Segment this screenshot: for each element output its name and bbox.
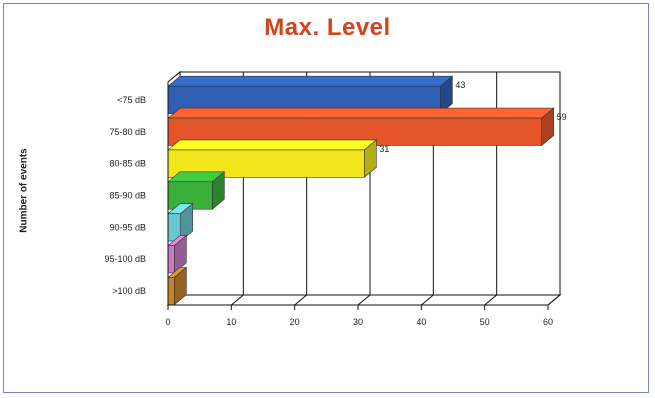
x-tick-label: 0 — [165, 317, 170, 327]
bar-top-face — [167, 75, 454, 87]
chart-title: Max. Level — [264, 14, 391, 41]
category-label: 90-95 dB — [109, 222, 146, 232]
x-tick-label: 30 — [353, 317, 363, 327]
x-tick-label: 50 — [480, 317, 490, 327]
bar — [167, 245, 175, 274]
floor-gridline — [484, 294, 497, 306]
bar-top-face — [167, 139, 378, 151]
category-label: <75 dB — [117, 95, 146, 105]
floor-gridline — [547, 294, 561, 306]
category-label: 75-80 dB — [109, 127, 146, 137]
data-label: 31 — [379, 144, 389, 154]
category-label: >100 dB — [112, 286, 146, 296]
bar-top-face — [167, 107, 555, 119]
floor-gridline — [421, 294, 434, 306]
category-label: 85-90 dB — [109, 191, 146, 201]
x-tick-label: 20 — [290, 317, 300, 327]
data-label: 59 — [557, 112, 567, 122]
x-tick-label: 60 — [543, 317, 553, 327]
category-label: 95-100 dB — [104, 254, 146, 264]
bar — [167, 277, 175, 306]
x-tick-label: 10 — [226, 317, 236, 327]
floor-gridline — [357, 294, 371, 306]
category-label: 80-85 dB — [109, 159, 146, 169]
x-tick-label: 40 — [416, 317, 426, 327]
floor-gridline — [231, 294, 244, 306]
data-label: 43 — [455, 80, 465, 90]
floor-gridline — [294, 294, 307, 306]
